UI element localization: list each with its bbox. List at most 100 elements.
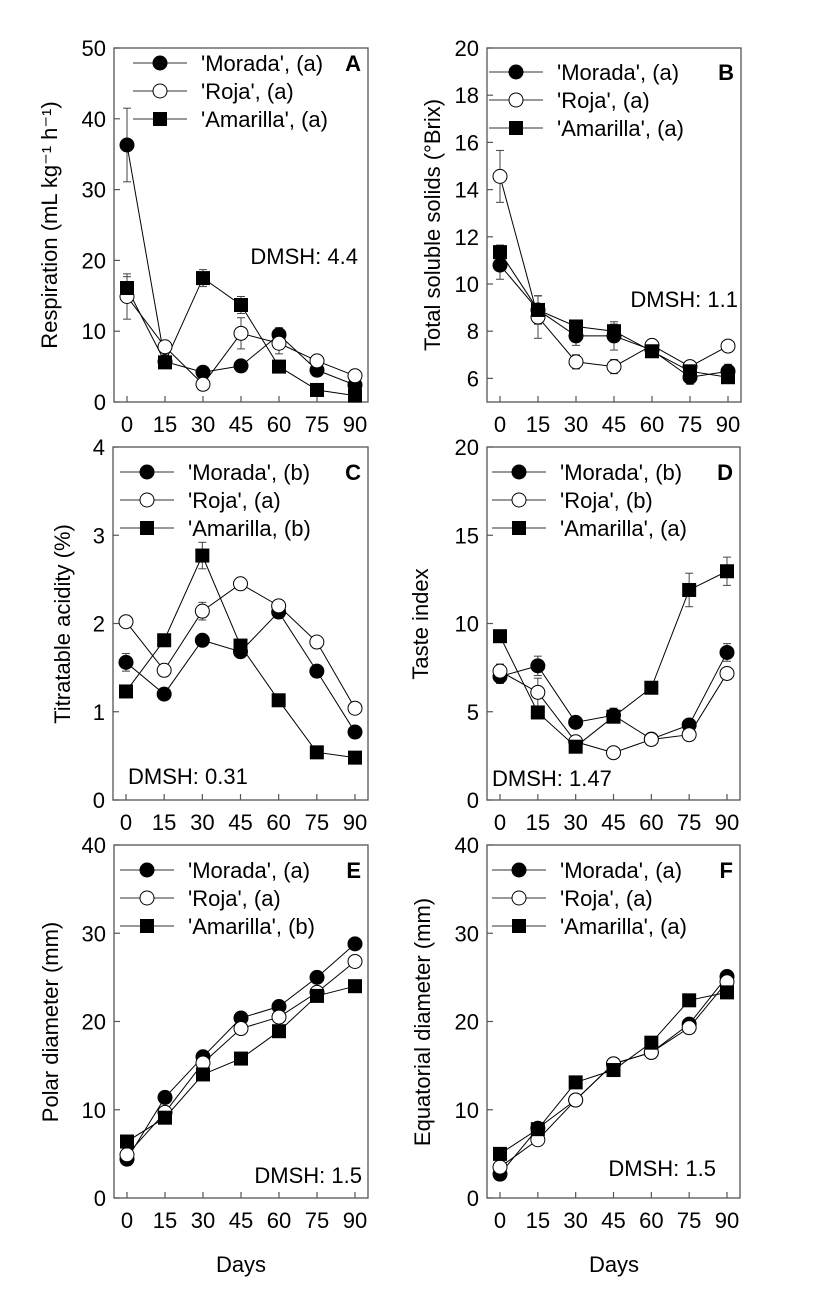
legend-label: 'Morada', (a) bbox=[557, 60, 679, 85]
x-tick-label: 15 bbox=[526, 810, 550, 835]
data-point-series-0 bbox=[347, 724, 363, 740]
x-tick-label: 45 bbox=[229, 412, 253, 437]
y-tick-label: 20 bbox=[82, 1010, 106, 1035]
data-point-series-1 bbox=[492, 1159, 508, 1175]
x-axis-title: Days bbox=[589, 1252, 639, 1277]
legend-label: 'Roja', (a) bbox=[188, 488, 281, 513]
legend-entry: 'Amarilla', (a) bbox=[492, 914, 687, 939]
y-tick-label: 14 bbox=[455, 178, 479, 203]
x-tick-label: 60 bbox=[267, 412, 291, 437]
y-tick-label: 30 bbox=[455, 921, 479, 946]
y-tick-label: 8 bbox=[467, 319, 479, 344]
legend-label: 'Amarilla', (a) bbox=[560, 914, 687, 939]
legend-label: 'Roja', (a) bbox=[560, 886, 653, 911]
data-point-series-2 bbox=[120, 1134, 134, 1149]
legend-entry: 'Roja', (a) bbox=[120, 488, 281, 513]
legend-label: 'Morada', (a) bbox=[560, 858, 682, 883]
data-point-series-1 bbox=[119, 1147, 135, 1163]
legend-label: 'Amarilla', (a) bbox=[557, 116, 684, 141]
legend-entry: 'Morada', (a) bbox=[133, 51, 323, 76]
y-axis-title: Total soluble solids (°Brix) bbox=[420, 99, 445, 351]
data-point-series-2 bbox=[531, 302, 545, 317]
data-point-series-2 bbox=[493, 629, 507, 644]
legend-label: 'Morada', (b) bbox=[188, 460, 310, 485]
legend-label: 'Roja', (a) bbox=[557, 88, 650, 113]
legend-entry: 'Morada', (a) bbox=[492, 858, 682, 883]
legend-label: 'Amarilla', (a) bbox=[560, 516, 687, 541]
data-point-series-2 bbox=[310, 988, 324, 1003]
y-tick-label: 2 bbox=[93, 612, 105, 637]
legend-marker bbox=[140, 521, 154, 535]
data-point-series-2 bbox=[720, 985, 734, 1000]
x-tick-label: 30 bbox=[564, 412, 588, 437]
y-tick-label: 5 bbox=[467, 700, 479, 725]
data-point-series-2 bbox=[607, 324, 621, 339]
data-point-series-1 bbox=[643, 731, 659, 747]
y-tick-label: 0 bbox=[94, 390, 106, 415]
data-point-series-1 bbox=[271, 1009, 287, 1025]
legend-marker bbox=[139, 890, 155, 906]
x-tick-label: 0 bbox=[494, 412, 506, 437]
x-tick-label: 15 bbox=[526, 412, 550, 437]
data-point-series-0 bbox=[568, 714, 584, 730]
data-point-series-1 bbox=[347, 700, 363, 716]
y-tick-label: 20 bbox=[455, 435, 479, 460]
x-tick-label: 30 bbox=[191, 412, 215, 437]
data-point-series-0 bbox=[119, 137, 135, 153]
x-tick-label: 60 bbox=[639, 1208, 663, 1233]
legend-marker bbox=[512, 919, 526, 933]
x-tick-label: 0 bbox=[120, 810, 132, 835]
legend-label: 'Amarilla', (b) bbox=[188, 914, 315, 939]
data-point-series-2 bbox=[348, 979, 362, 994]
y-tick-label: 10 bbox=[455, 1098, 479, 1123]
legend-marker bbox=[152, 55, 168, 71]
data-point-series-1 bbox=[492, 168, 508, 184]
data-point-series-2 bbox=[272, 1024, 286, 1039]
x-tick-label: 0 bbox=[494, 1208, 506, 1233]
legend-entry: 'Roja', (a) bbox=[120, 886, 281, 911]
legend-label: 'Roja', (a) bbox=[201, 79, 294, 104]
legend-label: 'Roja', (a) bbox=[188, 886, 281, 911]
data-point-series-0 bbox=[157, 1089, 173, 1105]
data-point-series-2 bbox=[606, 709, 621, 724]
y-tick-label: 30 bbox=[82, 921, 106, 946]
data-point-series-1 bbox=[720, 338, 736, 354]
y-tick-label: 40 bbox=[455, 833, 479, 858]
legend-marker bbox=[511, 862, 527, 878]
data-point-series-0 bbox=[194, 632, 210, 648]
legend-entry: 'Roja', (a) bbox=[489, 88, 650, 113]
legend-marker bbox=[511, 464, 527, 480]
dmsh-annotation: DMSH: 1.47 bbox=[492, 766, 612, 791]
x-tick-label: 0 bbox=[121, 1208, 133, 1233]
data-point-series-1 bbox=[492, 663, 508, 679]
data-point-series-1 bbox=[309, 634, 325, 650]
data-point-series-2 bbox=[196, 271, 210, 286]
x-tick-label: 45 bbox=[228, 810, 252, 835]
panel-b: 6 8 10 12 14 16 18 20 0 15 30 45 60 75 90 Total soluble… bbox=[420, 36, 742, 437]
data-point-series-1 bbox=[156, 662, 172, 678]
data-point-series-1 bbox=[233, 325, 249, 341]
x-tick-label: 45 bbox=[601, 1208, 625, 1233]
x-tick-label: 60 bbox=[639, 810, 663, 835]
data-point-series-1 bbox=[157, 339, 173, 355]
y-tick-label: 40 bbox=[82, 833, 106, 858]
x-tick-label: 15 bbox=[153, 412, 177, 437]
legend-marker bbox=[509, 121, 523, 135]
legend-entry: 'Morada', (a) bbox=[489, 60, 679, 85]
data-point-series-1 bbox=[681, 727, 697, 743]
data-point-series-1 bbox=[309, 353, 325, 369]
legend-marker bbox=[152, 83, 168, 99]
y-tick-label: 1 bbox=[93, 700, 105, 725]
y-axis-title: Equatorial diameter (mm) bbox=[410, 898, 435, 1146]
y-tick-label: 18 bbox=[455, 83, 479, 108]
x-tick-label: 15 bbox=[153, 1208, 177, 1233]
data-point-series-1 bbox=[233, 576, 248, 592]
legend-marker bbox=[139, 492, 155, 508]
data-point-series-1 bbox=[568, 354, 584, 370]
panel-letter: B bbox=[718, 60, 734, 85]
panel-f: 0 10 20 30 40 0 15 30 45 60 75 90 Equatorial diamete… bbox=[410, 833, 741, 1277]
x-tick-label: 90 bbox=[343, 1208, 367, 1233]
data-point-series-1 bbox=[271, 335, 287, 351]
data-point-series-2 bbox=[272, 359, 286, 374]
x-tick-label: 60 bbox=[640, 412, 664, 437]
